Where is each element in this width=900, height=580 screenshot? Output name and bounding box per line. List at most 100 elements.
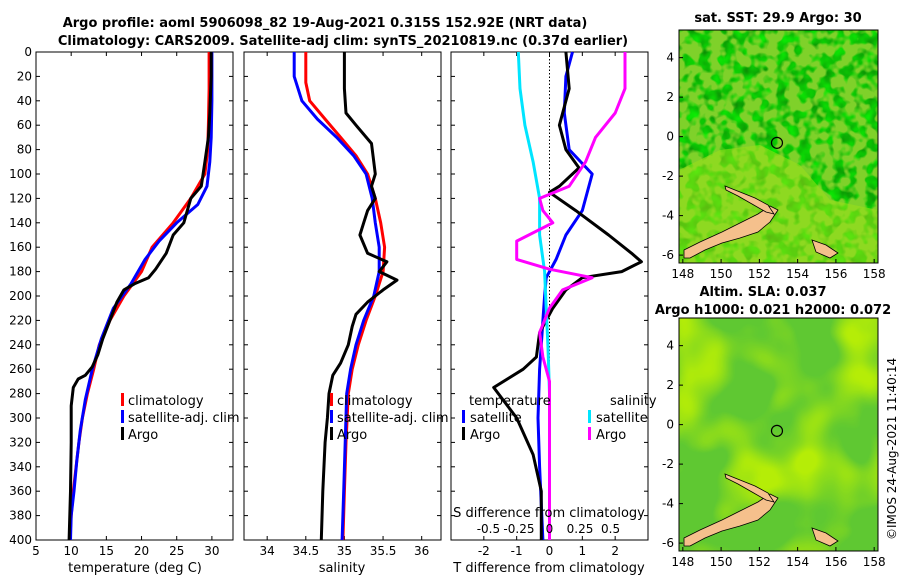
legend-label-temp-satellite: satellite	[470, 411, 522, 426]
x-tick-label: 35	[337, 544, 352, 558]
legend-swatch-satellite	[330, 410, 333, 423]
series-line-salinity-argo	[515, 52, 627, 540]
series-line-satellite-adj-clim	[69, 52, 214, 541]
y-tick-label: 80	[17, 143, 32, 157]
y-tick-label: 320	[9, 435, 32, 449]
map-y-tick-label: -2	[662, 457, 674, 471]
bougainville-land	[811, 527, 839, 547]
series-line-climatology	[68, 52, 211, 541]
series-line-argo	[319, 52, 399, 541]
top-tick-label: 0	[546, 522, 554, 536]
y-tick-label: 140	[9, 216, 32, 230]
y-tick-label: 40	[17, 94, 32, 108]
y-tick-label: 340	[9, 460, 32, 474]
sla-map-frame	[678, 317, 879, 552]
series-line-climatology	[304, 52, 387, 541]
y-tick-label: 280	[9, 387, 32, 401]
x-tick-label: 34.5	[292, 544, 319, 558]
map-y-tick-label: -6	[662, 536, 674, 550]
x-tick-label: 0	[546, 544, 554, 558]
x-tick-label: 5	[32, 544, 40, 558]
temperature-axes-frame	[35, 51, 234, 541]
legend-title-temperature: temperature	[469, 394, 551, 409]
map-y-tick-label: -4	[662, 497, 674, 511]
x-tick-label: 20	[134, 544, 149, 558]
imos-watermark: ©IMOS 24-Aug-2021 11:40:14	[885, 358, 899, 540]
sla-map-title: Altim. SLA: 0.037	[700, 285, 827, 300]
top-tick-label: 0.25	[567, 522, 594, 536]
y-tick-label: 260	[9, 362, 32, 376]
y-tick-label: 360	[9, 484, 32, 498]
salinity-axes-frame	[243, 51, 442, 541]
legend-swatch-sal-argo	[588, 427, 591, 440]
map-y-tick-label: 2	[666, 90, 674, 104]
legend-label-climatology: climatology	[128, 394, 204, 409]
legend-label-climatology: climatology	[337, 394, 413, 409]
x-tick-label: 34	[260, 544, 275, 558]
x-tick-label: 1	[579, 544, 587, 558]
legend-label-sal-argo: Argo	[596, 428, 626, 443]
argo-location-marker	[770, 424, 784, 437]
map-y-tick-label: -6	[662, 248, 674, 262]
legend-label-temp-argo: Argo	[470, 428, 500, 443]
x-tick-label: 15	[99, 544, 114, 558]
y-tick-label: 20	[17, 69, 32, 83]
salinity-difference-label: S difference from climatology	[453, 506, 645, 521]
top-tick-label: -0.25	[503, 522, 534, 536]
sst-map-title: sat. SST: 29.9 Argo: 30	[694, 11, 861, 26]
legend-swatch-argo	[330, 427, 333, 440]
legend-swatch-satellite	[121, 410, 124, 423]
map-y-tick-label: -4	[662, 209, 674, 223]
map-x-tick-label: 152	[748, 555, 771, 569]
salinity-xlabel: salinity	[319, 561, 366, 576]
salinity-panel: 34 34.5 35 35.5 36 salinity climatology sate…	[243, 51, 449, 576]
difference-xlabel: T difference from climatology	[452, 561, 645, 576]
temperature-xlabel: temperature (deg C)	[68, 561, 202, 576]
map-y-tick-label: 0	[666, 418, 674, 432]
map-x-tick-label: 158	[863, 267, 886, 281]
y-tick-label: 60	[17, 118, 32, 132]
temperature-panel: 0 20 40 60 80 100 120 140 160 180 200 220 240 260 280 3…	[9, 45, 240, 576]
legend-label-argo: Argo	[337, 428, 367, 443]
new-ireland-land	[724, 185, 775, 215]
top-tick-label: -0.5	[477, 522, 500, 536]
map-x-tick-label: 148	[671, 267, 694, 281]
map-x-tick-label: 150	[710, 267, 733, 281]
x-tick-label: -2	[478, 544, 490, 558]
legend-label-satellite: satellite-adj. clim	[128, 411, 240, 426]
x-tick-label: 35.5	[370, 544, 397, 558]
x-tick-label: 36	[414, 544, 429, 558]
map-x-tick-label: 154	[786, 267, 809, 281]
legend-swatch-climatology	[330, 393, 333, 406]
x-tick-label: -1	[511, 544, 523, 558]
map-x-tick-label: 152	[748, 267, 771, 281]
argo-location-marker	[770, 136, 784, 149]
sla-map: Altim. SLA: 0.037 Argo h1000: 0.021 h200…	[655, 285, 891, 569]
difference-panel: -2 -1 0 1 2 T difference from climatology S …	[450, 51, 657, 576]
legend-label-argo: Argo	[128, 428, 158, 443]
y-tick-label: 100	[9, 167, 32, 181]
legend-swatch-argo	[121, 427, 124, 440]
salinity-legend: climatology satellite-adj. clim Argo	[330, 393, 449, 443]
x-tick-label: 10	[64, 544, 79, 558]
series-line-temperature-argo	[492, 51, 643, 540]
series-line-argo	[67, 52, 213, 541]
map-x-tick-label: 148	[671, 555, 694, 569]
map-y-tick-label: 0	[666, 130, 674, 144]
y-tick-label: 220	[9, 313, 32, 327]
series-line-salinity-satellite	[516, 51, 551, 540]
map-y-tick-label: -2	[662, 169, 674, 183]
map-x-tick-label: 156	[824, 555, 847, 569]
legend-swatch-sal-satellite	[588, 410, 591, 423]
map-x-tick-label: 150	[710, 555, 733, 569]
y-tick-label: 240	[9, 338, 32, 352]
legend-swatch-temp-satellite	[462, 410, 465, 423]
title-line-2: Climatology: CARS2009. Satellite-adj cli…	[58, 34, 628, 49]
legend-label-sal-satellite: satellite	[596, 411, 648, 426]
map-x-tick-label: 156	[824, 267, 847, 281]
legend-swatch-temp-argo	[462, 427, 465, 440]
legend-swatch-climatology	[121, 393, 124, 406]
title-line-1: Argo profile: aoml 5906098_82 19-Aug-202…	[63, 16, 588, 31]
y-tick-label: 200	[9, 289, 32, 303]
y-tick-label: 300	[9, 411, 32, 425]
